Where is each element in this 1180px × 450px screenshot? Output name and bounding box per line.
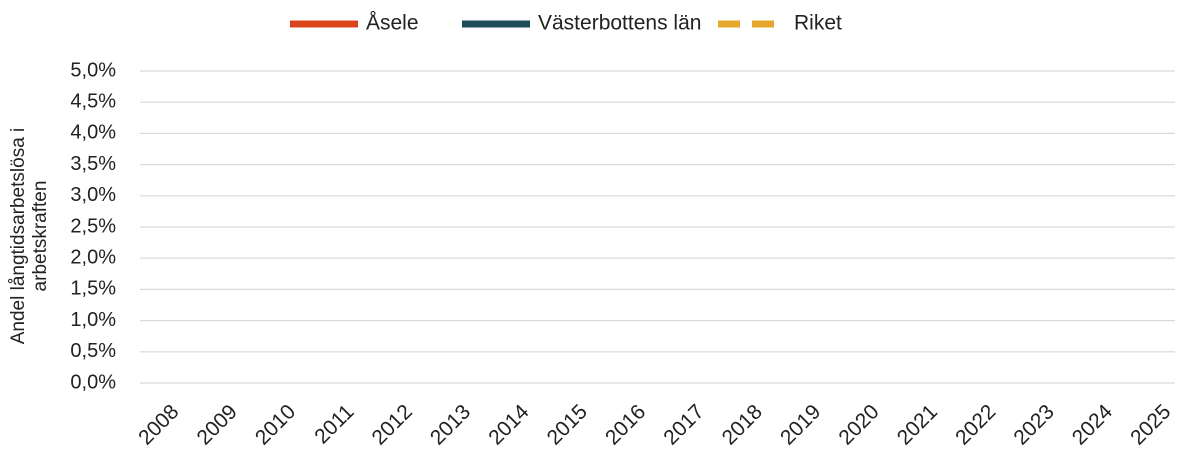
y-tick-label: 4,5% — [70, 90, 116, 112]
y-tick-label: 5,0% — [70, 59, 116, 81]
x-tick-label: 2025 — [1126, 400, 1175, 449]
y-tick-label: 0,5% — [70, 340, 116, 362]
legend-label: Åsele — [366, 12, 419, 35]
y-tick-label: 2,5% — [70, 215, 116, 237]
x-tick-label: 2012 — [368, 400, 417, 449]
x-tick-label: 2008 — [134, 400, 183, 449]
y-tick-label: 2,0% — [70, 246, 116, 268]
x-tick-label: 2010 — [251, 400, 300, 449]
x-tick-label: 2015 — [543, 400, 592, 449]
y-tick-label: 1,0% — [70, 309, 116, 331]
y-tick-label: 3,0% — [70, 184, 116, 206]
x-tick-label: 2011 — [310, 400, 358, 448]
x-tick-label: 2023 — [1009, 400, 1058, 449]
y-tick-label: 3,5% — [70, 153, 116, 175]
x-tick-label: 2018 — [718, 400, 767, 449]
x-tick-label: 2016 — [601, 400, 650, 449]
x-tick-label: 2022 — [951, 400, 1000, 449]
x-tick-label: 2009 — [193, 400, 242, 449]
x-tick-label: 2021 — [893, 400, 942, 449]
x-tick-label: 2014 — [484, 400, 534, 450]
y-tick-label: 1,5% — [70, 278, 116, 300]
x-tick-label: 2024 — [1068, 400, 1118, 450]
x-tick-label: 2020 — [834, 400, 883, 449]
x-tick-label: 2019 — [776, 400, 825, 449]
legend-label: Västerbottens län — [538, 12, 701, 35]
legend-label: Riket — [794, 12, 842, 35]
y-tick-label: 0,0% — [70, 371, 116, 393]
x-tick-label: 2013 — [426, 400, 475, 449]
x-tick-label: 2017 — [659, 400, 708, 449]
y-tick-label: 4,0% — [70, 122, 116, 144]
